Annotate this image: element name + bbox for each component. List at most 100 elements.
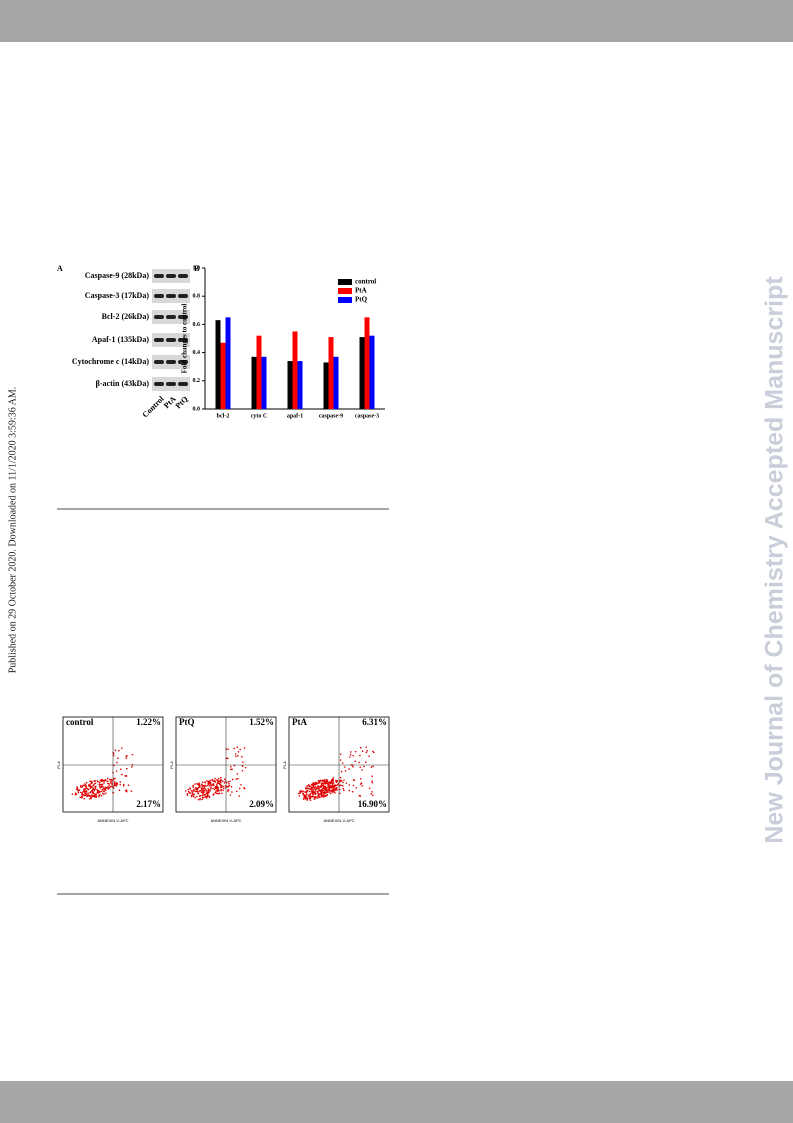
event-dot <box>88 783 90 786</box>
event-dot <box>312 788 314 791</box>
event-dot <box>344 770 347 772</box>
event-dot <box>359 766 362 769</box>
event-dot <box>366 749 369 752</box>
event-dot <box>218 789 220 792</box>
event-dot <box>332 788 334 790</box>
event-dot <box>201 786 203 788</box>
lower-right-percent: 2.09% <box>249 799 274 809</box>
event-dot <box>241 755 243 758</box>
event-dot <box>317 795 319 798</box>
event-dot <box>198 782 201 784</box>
event-dot <box>201 798 204 801</box>
event-dot <box>325 791 327 794</box>
event-dot <box>304 791 307 793</box>
event-dot <box>203 796 205 799</box>
event-dot <box>204 784 206 787</box>
event-dot <box>314 796 317 799</box>
event-dot <box>319 789 322 792</box>
event-dot <box>105 787 108 789</box>
event-dot <box>323 779 326 781</box>
event-dot <box>130 766 133 768</box>
event-dot <box>234 753 237 755</box>
bar <box>225 317 231 409</box>
event-dot <box>342 762 344 764</box>
event-dot <box>131 753 134 756</box>
event-dot <box>310 789 313 791</box>
event-dot <box>103 779 106 782</box>
event-dot <box>320 794 323 797</box>
event-dot <box>359 778 362 780</box>
event-dot <box>78 789 81 791</box>
event-dot <box>111 785 113 788</box>
event-dot <box>115 770 118 772</box>
event-dot <box>209 782 212 784</box>
x-tick-label: apaf-1 <box>287 413 303 419</box>
event-dot <box>92 795 95 797</box>
event-dot <box>101 778 103 781</box>
lane-label: Control <box>141 394 167 420</box>
event-dot <box>114 783 116 786</box>
event-dot <box>336 786 338 789</box>
event-dot <box>314 788 317 791</box>
event-dot <box>114 749 117 752</box>
event-dot <box>361 785 364 787</box>
event-dot <box>194 783 197 785</box>
event-dot <box>230 765 232 768</box>
event-dot <box>119 768 122 771</box>
panel-title: PtA <box>292 717 307 727</box>
event-dot <box>186 792 189 795</box>
event-dot <box>348 784 351 786</box>
event-dot <box>195 790 197 793</box>
event-dot <box>81 791 84 793</box>
bar <box>215 320 221 409</box>
event-dot <box>96 780 99 782</box>
event-dot <box>326 782 329 785</box>
event-dot <box>200 791 203 793</box>
blot-band <box>178 382 188 386</box>
blot-band <box>154 274 164 278</box>
event-dot <box>352 754 355 757</box>
event-dot <box>343 766 346 768</box>
event-dot <box>301 791 303 793</box>
event-dot <box>89 798 91 800</box>
event-dot <box>197 792 200 795</box>
event-dot <box>361 750 364 753</box>
event-dot <box>345 782 348 784</box>
event-dot <box>328 791 331 793</box>
y-axis-label: PI-A <box>56 761 61 769</box>
event-dot <box>212 787 214 790</box>
event-dot <box>107 780 109 783</box>
event-dot <box>85 781 88 784</box>
event-dot <box>227 790 229 793</box>
event-dot <box>215 790 217 792</box>
blot-band <box>154 315 164 319</box>
event-dot <box>237 755 239 757</box>
event-dot <box>198 784 201 786</box>
event-dot <box>206 784 209 787</box>
event-dot <box>202 784 205 787</box>
event-dot <box>95 793 97 796</box>
event-dot <box>124 775 126 777</box>
event-dot <box>201 781 204 783</box>
event-dot <box>329 781 332 783</box>
event-dot <box>316 791 319 794</box>
event-dot <box>352 765 354 768</box>
event-dot <box>204 781 206 783</box>
event-dot <box>200 787 203 790</box>
event-dot <box>306 793 308 796</box>
event-dot <box>332 785 334 788</box>
event-dot <box>329 785 332 788</box>
y-tick-label: 0.0 <box>193 406 201 412</box>
event-dot <box>313 786 315 789</box>
event-dot <box>206 780 208 782</box>
event-dot <box>219 786 222 789</box>
event-dot <box>207 782 209 785</box>
event-dot <box>322 795 324 797</box>
event-dot <box>190 789 193 792</box>
event-dot <box>332 791 335 793</box>
event-dot <box>319 779 321 782</box>
event-dot <box>339 753 342 755</box>
event-dot <box>332 777 335 779</box>
event-dot <box>221 792 223 795</box>
